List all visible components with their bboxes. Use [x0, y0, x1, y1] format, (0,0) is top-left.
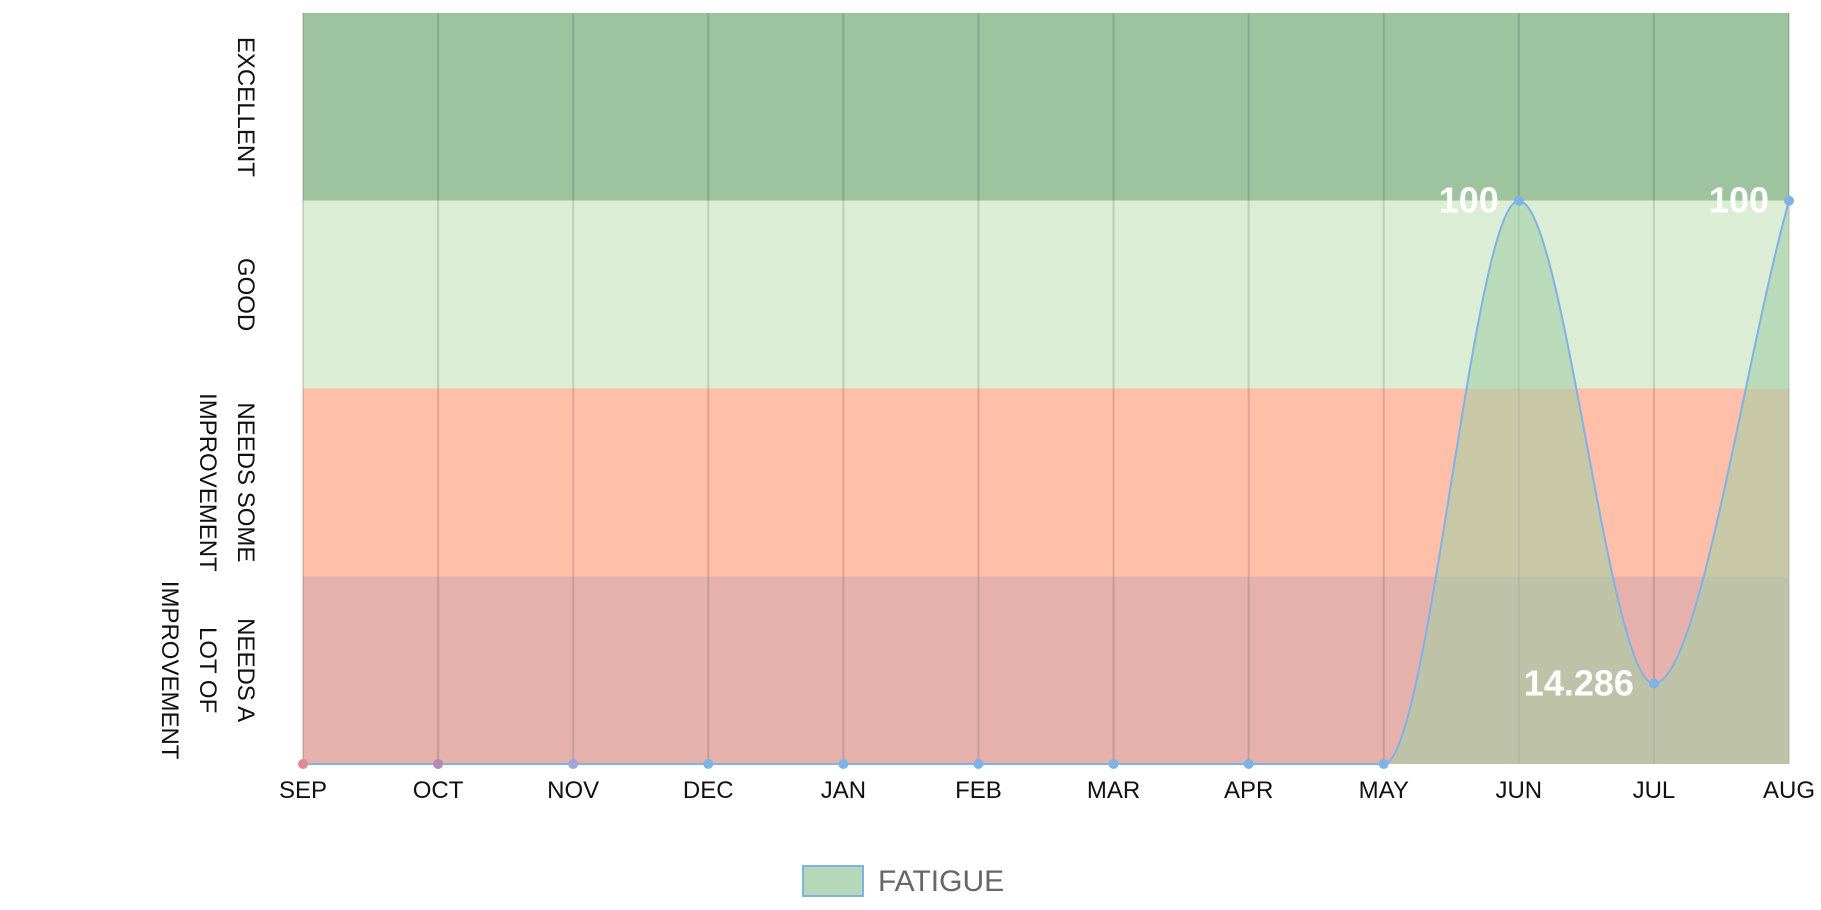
- data-point-jun[interactable]: [1513, 195, 1524, 206]
- band-0: [303, 13, 1789, 201]
- data-label-aug: 100: [1709, 180, 1769, 221]
- data-point-may[interactable]: [1378, 759, 1389, 769]
- series-area-fatigue: [303, 200, 1789, 765]
- x-tick-label-sep: SEP: [279, 777, 327, 804]
- legend-swatch-fatigue[interactable]: [802, 865, 864, 897]
- data-point-feb[interactable]: [973, 759, 984, 769]
- data-point-nov[interactable]: [568, 759, 579, 769]
- data-labels-layer: 100 14.286 100: [1439, 180, 1769, 704]
- x-tick-label-jan: JAN: [821, 777, 866, 804]
- x-tick-label-dec: DEC: [683, 777, 734, 804]
- x-tick-label-aug: AUG: [1763, 777, 1815, 804]
- x-tick-label-apr: APR: [1224, 777, 1273, 804]
- x-tick-label-feb: FEB: [955, 777, 1002, 804]
- data-label-jun: 100: [1439, 180, 1499, 221]
- data-point-sep[interactable]: [298, 759, 308, 769]
- band-label-2-0: NEEDS SOME: [232, 402, 259, 562]
- x-axis: SEP OCT NOV DEC JAN FEB MAR APR MAY JUN JUL AUG: [279, 777, 1815, 804]
- data-point-mar[interactable]: [1108, 759, 1119, 769]
- data-label-jul: 14.286: [1524, 663, 1634, 704]
- points-layer: [298, 195, 1794, 769]
- data-point-jan[interactable]: [838, 759, 849, 769]
- area-layer: [303, 199, 1790, 766]
- x-tick-label-oct: OCT: [413, 777, 464, 804]
- band-label-2-1: IMPROVEMENT: [194, 393, 221, 572]
- band-label-0-0: EXCELLENT: [232, 37, 259, 177]
- band-label-3-2: IMPROVEMENT: [156, 581, 183, 760]
- legend-label-fatigue[interactable]: FATIGUE: [878, 865, 1004, 898]
- data-point-aug[interactable]: [1784, 195, 1794, 206]
- x-tick-label-jun: JUN: [1495, 777, 1542, 804]
- x-tick-label-nov: NOV: [547, 777, 599, 804]
- band-label-1-0: GOOD: [232, 258, 259, 331]
- x-tick-label-jul: JUL: [1633, 777, 1676, 804]
- data-point-apr[interactable]: [1243, 759, 1254, 769]
- band-label-3-1: LOT OF: [194, 627, 221, 713]
- x-tick-label-mar: MAR: [1087, 777, 1140, 804]
- series-line-fatigue: [303, 199, 1790, 766]
- data-point-jul[interactable]: [1648, 678, 1659, 689]
- x-tick-label-may: MAY: [1359, 777, 1409, 804]
- legend[interactable]: FATIGUE: [802, 865, 1004, 898]
- band-label-3-0: NEEDS A: [232, 618, 259, 722]
- data-point-dec[interactable]: [703, 759, 714, 769]
- y-axis-band-labels: EXCELLENT GOOD NEEDS SOME IMPROVEMENT NEEDS …: [156, 37, 259, 760]
- data-point-oct[interactable]: [433, 759, 444, 769]
